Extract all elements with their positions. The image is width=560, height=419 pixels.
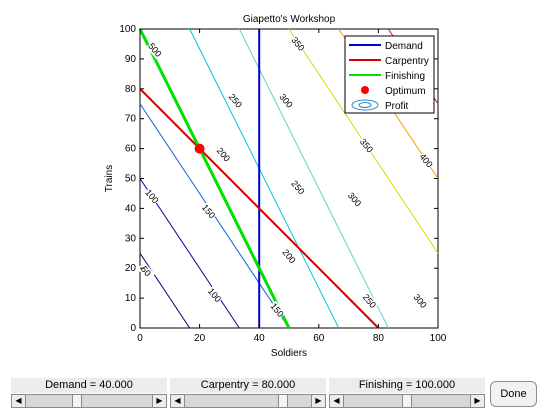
legend-label-carpentry: Carpentry	[385, 56, 429, 67]
finishing-slider-thumb[interactable]	[402, 395, 412, 407]
demand-slider-thumb[interactable]	[72, 395, 83, 407]
legend-label-demand: Demand	[385, 41, 423, 52]
contour-label-bg	[226, 91, 245, 111]
carpentry-left-arrow-icon[interactable]: ◀	[171, 395, 185, 407]
x-tick-label: 20	[194, 333, 206, 344]
demand-slider[interactable]: ◀ ▶	[11, 394, 167, 408]
demand-control: Demand = 40.000 ◀ ▶	[11, 378, 167, 408]
contour-label-bg	[214, 145, 233, 164]
x-tick-label: 80	[373, 333, 385, 344]
x-tick-label: 40	[254, 333, 266, 344]
chart-title: Giapetto's Workshop	[243, 14, 336, 25]
contour-label-bg	[360, 291, 379, 311]
finishing-left-arrow-icon[interactable]: ◀	[330, 395, 344, 407]
optimum-point	[194, 143, 205, 154]
finishing-control: Finishing = 100.000 ◀ ▶	[329, 378, 485, 408]
contour-label-bg	[199, 202, 218, 221]
contour-label-bg	[142, 187, 161, 206]
contour-label-bg	[417, 151, 436, 170]
chart: 5010010015015020020025025025030030030035…	[104, 14, 447, 359]
legend-swatch-profit-inner	[358, 102, 372, 108]
contour-label-bg	[345, 190, 364, 209]
series-line-finishing	[138, 28, 291, 329]
finishing-right-arrow-icon[interactable]: ▶	[470, 395, 484, 407]
x-tick-label: 0	[137, 333, 143, 344]
y-tick-label: 100	[119, 24, 136, 35]
contour-label-bg	[205, 285, 224, 305]
legend-label-profit: Profit	[385, 101, 409, 112]
demand-left-arrow-icon[interactable]: ◀	[12, 395, 26, 407]
contour-label: 50	[139, 264, 153, 278]
y-tick-label: 70	[125, 114, 137, 125]
contour-label-bg	[268, 300, 287, 320]
contour-label-bg	[288, 178, 307, 197]
y-tick-label: 0	[130, 323, 136, 334]
carpentry-control: Carpentry = 80.000 ◀ ▶	[170, 378, 326, 408]
x-tick-label: 100	[430, 333, 447, 344]
y-tick-label: 40	[125, 203, 137, 214]
carpentry-slider-thumb[interactable]	[277, 395, 288, 407]
legend-swatch-profit	[351, 99, 379, 111]
profit-contour-100	[139, 178, 240, 329]
profit-contour-200	[189, 28, 340, 329]
y-tick-label: 30	[125, 233, 137, 244]
y-tick-label: 10	[125, 293, 137, 304]
demand-right-arrow-icon[interactable]: ▶	[152, 395, 166, 407]
profit-contour-50	[139, 252, 191, 329]
plot-area: 5010010015015020020025025025030030030035…	[104, 14, 447, 359]
y-tick-label: 20	[125, 263, 137, 274]
contour-label-bg	[145, 40, 164, 60]
carpentry-label: Carpentry = 80.000	[170, 378, 326, 393]
demand-label: Demand = 40.000	[11, 378, 167, 393]
x-tick-label: 60	[313, 333, 325, 344]
series-line-carpentry	[139, 88, 380, 329]
carpentry-slider[interactable]: ◀ ▶	[170, 394, 326, 408]
y-tick-label: 60	[125, 144, 137, 155]
x-axis-label: Soldiers	[271, 348, 307, 359]
contour-label-bg	[357, 136, 376, 155]
contour-label-bg	[277, 91, 295, 111]
finishing-label: Finishing = 100.000	[329, 378, 485, 393]
legend-label-finishing: Finishing	[385, 71, 425, 82]
legend-label-optimum: Optimum	[385, 86, 426, 97]
carpentry-right-arrow-icon[interactable]: ▶	[311, 395, 325, 407]
profit-contour-250	[238, 28, 389, 329]
contour-label-bg	[411, 291, 430, 311]
y-tick-label: 80	[125, 84, 137, 95]
contour-label-bg	[136, 261, 155, 281]
y-axis-label: Trains	[104, 165, 115, 192]
contour-label-bg	[288, 34, 307, 54]
legend-swatch-optimum	[361, 86, 369, 94]
y-tick-label: 50	[125, 174, 137, 185]
finishing-slider[interactable]: ◀ ▶	[329, 394, 485, 408]
done-button[interactable]: Done	[490, 381, 537, 407]
contour-label-bg	[280, 246, 298, 266]
y-tick-label: 90	[125, 54, 137, 65]
